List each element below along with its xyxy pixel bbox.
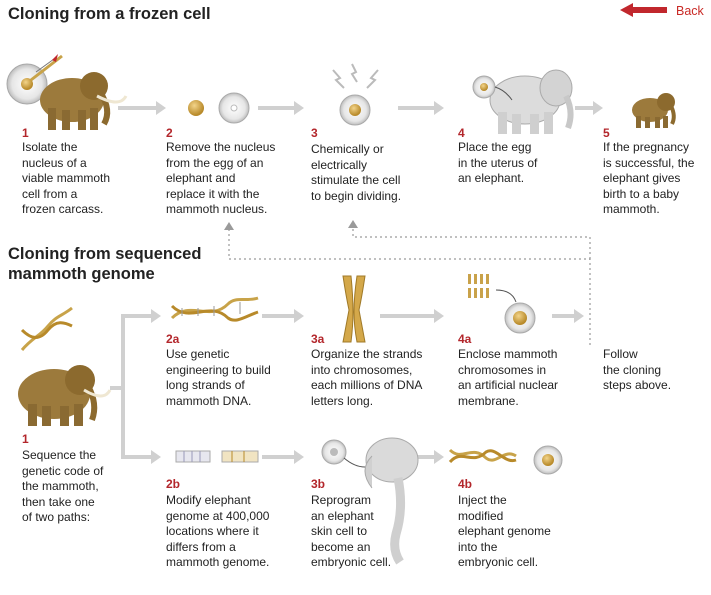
step-4b-number: 4b [458,477,473,491]
step-1-number: 1 [22,126,29,140]
step-5-number: 5 [603,126,610,140]
chromosome-icon [342,275,366,343]
genome-bars-icon [175,450,259,463]
frozen-cell-icon [6,54,63,105]
step-4b-text: Inject the modified elephant genome into… [458,493,551,569]
top-flow-arrows [118,101,603,115]
step-4a-text: Enclose mammoth chromosomes in an artifi… [458,347,559,408]
nuclear-membrane-icon [468,274,536,334]
step-3-text: Chemically or electrically stimulate the… [311,142,402,203]
back-link[interactable]: Back [676,4,704,18]
elephant-head-icon [364,437,419,565]
skin-cell-icon [321,439,373,468]
step-3a-text: Organize the strands into chromosomes, e… [311,347,423,408]
step-2b-number: 2b [166,477,181,491]
step-4-text: Place the egg in the uterus of an elepha… [458,140,538,185]
dna-strand-icon [170,296,259,322]
step-3a-number: 3a [311,332,325,346]
step-2a-number: 2a [166,332,180,346]
section2-title-line1: Cloning from sequenced [8,245,202,263]
dna-to-cell-icon [448,445,563,475]
elephant-with-egg-icon [472,69,574,134]
step-2a-text: Use genetic engineering to build long st… [166,347,271,408]
follow-steps-text: Follow the cloning steps above. [603,347,672,392]
step-3b-number: 3b [311,477,326,491]
step-2-text: Remove the nucleus from the egg of an el… [166,140,276,216]
genome-step-1-number: 1 [22,432,29,446]
nucleus-egg-icon [188,92,250,124]
branch-arrows [110,309,584,464]
step-1-text: Isolate the nucleus of a viable mammoth … [22,140,111,216]
step-4a-number: 4a [458,332,472,346]
dotted-connectors [228,226,591,345]
step-2b-text: Modify elephant genome at 400,000 locati… [166,493,270,569]
dna-helix-icon [20,306,73,351]
baby-mammoth-icon [632,93,676,128]
step-3-number: 3 [311,126,318,140]
step-2-number: 2 [166,126,173,140]
mammoth-adult-icon [40,72,128,130]
step-3b-text: Reprogram an elephant skin cell to becom… [311,493,392,569]
back-arrow-icon[interactable] [620,3,667,17]
step-4-number: 4 [458,126,465,140]
section1-title: Cloning from a frozen cell [8,5,211,23]
step-5-text: If the pregnancy is successful, the elep… [603,140,695,216]
mammoth-bottom-icon [18,365,112,426]
genome-step-1-text: Sequence the genetic code of the mammoth… [22,448,104,524]
section2-title-line2: mammoth genome [8,265,155,283]
stimulated-cell-icon [332,63,379,126]
